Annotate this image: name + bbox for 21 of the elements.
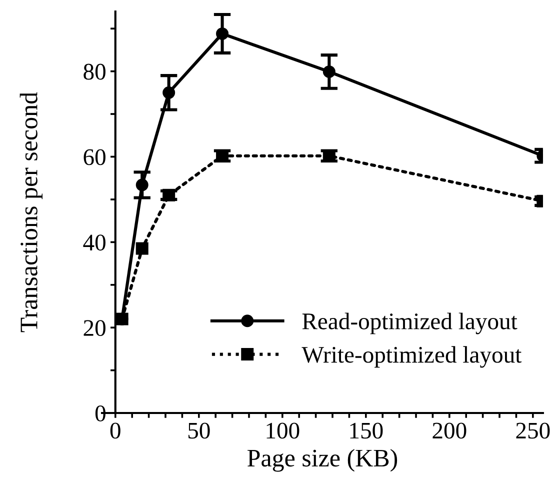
y-tick-label: 60 <box>84 149 106 166</box>
x-tick-label: 200 <box>432 422 466 439</box>
y-tick-label: 80 <box>84 64 106 80</box>
point <box>116 312 128 326</box>
point <box>136 178 148 192</box>
point <box>216 27 229 40</box>
point <box>162 86 176 99</box>
y-tick-label: 40 <box>83 234 106 251</box>
x-tick-label: 50 <box>188 422 210 439</box>
point <box>162 188 176 202</box>
legend-label: Read-optimized layout <box>302 312 518 334</box>
x-tick-label: 250 <box>516 422 550 439</box>
x-tick-label: 0 <box>110 422 120 439</box>
y-tick-label: 20 <box>84 320 106 336</box>
legend-label: Write-optimized layout <box>302 346 522 368</box>
x-tick-label: 150 <box>350 422 383 439</box>
point <box>322 65 336 78</box>
x-tick-label: 100 <box>266 422 300 439</box>
point <box>136 242 148 255</box>
x-axis-title: Page size (KB) <box>248 448 398 472</box>
y-axis-title: Transactions per second <box>20 92 43 332</box>
